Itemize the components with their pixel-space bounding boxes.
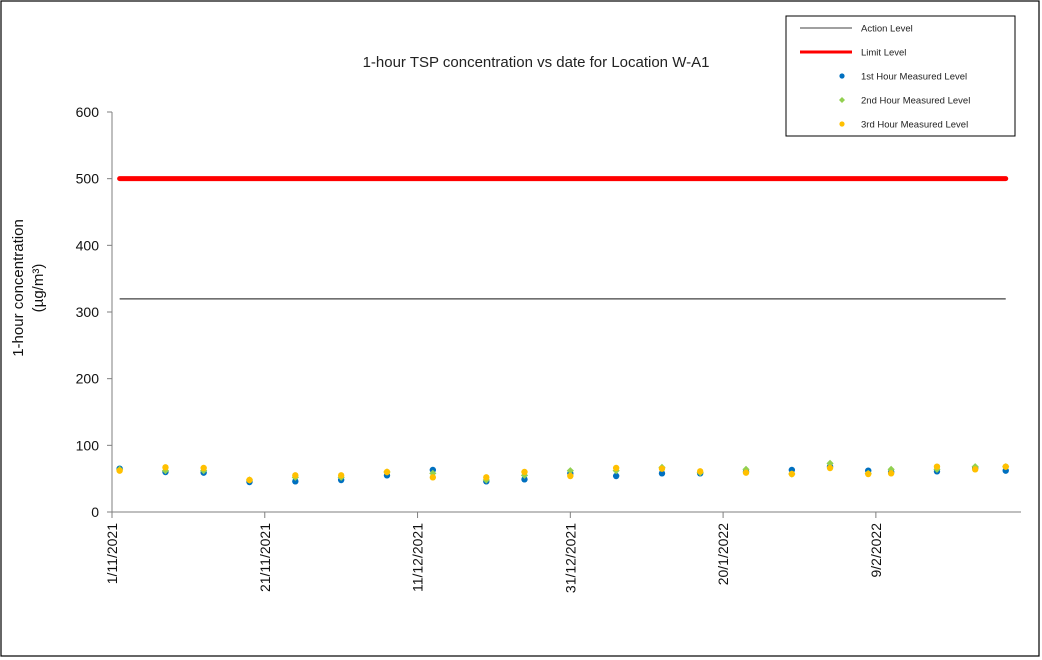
series-3rd-hour-point: [429, 474, 437, 481]
y-tick-label: 0: [91, 504, 99, 520]
series-3rd-hour-point: [612, 464, 620, 472]
y-axis-label-line1: 1-hour concentration: [10, 219, 27, 357]
series-3rd-hour-point: [337, 472, 345, 479]
x-tick-label: 9/2/2022: [868, 523, 884, 578]
legend-label-2nd-hour-measured-level: 2nd Hour Measured Level: [861, 96, 970, 107]
y-axis-label-line2: (µg/m³): [30, 264, 47, 313]
y-tick-label: 300: [76, 304, 100, 320]
series-3rd-hour-point: [826, 464, 834, 472]
series-3rd-hour-point: [1002, 463, 1009, 470]
series-3rd-hour-point: [116, 467, 123, 474]
series-1st-hour-point: [612, 472, 620, 480]
series-3rd-hour-point: [567, 472, 574, 480]
chart-title: 1-hour TSP concentration vs date for Loc…: [363, 54, 710, 71]
series-3rd-hour-point: [483, 474, 490, 481]
series-3rd-hour-point: [292, 472, 299, 479]
legend-label-3rd-hour-measured-level: 3rd Hour Measured Level: [861, 120, 968, 131]
y-tick-label: 400: [76, 237, 100, 253]
series-3rd-hour-point: [742, 469, 750, 476]
series-1st-hour-point: [292, 478, 299, 485]
series-2nd-hour-point: [566, 467, 574, 475]
series-3rd-hour-point: [865, 470, 872, 478]
y-tick-label: 500: [76, 171, 100, 187]
x-tick-label: 20/1/2022: [715, 523, 731, 585]
y-axis-label: 1-hour concentration (µg/m³): [10, 219, 47, 357]
series-2nd-hour-point: [520, 471, 529, 479]
series-3rd-hour-point: [971, 466, 979, 473]
legend-label-1st-hour-measured-level: 1st Hour Measured Level: [861, 72, 967, 83]
series-3rd-hour-point: [887, 470, 895, 477]
legend-label-limit-level: Limit Level: [861, 48, 906, 59]
legend-swatch-1st-hour-measured-level: [839, 73, 845, 79]
y-tick-label: 100: [76, 437, 100, 453]
plot-area: 0 100 200 300 400 500 600 1/11/2021 21/11/2021 11…: [76, 104, 1021, 593]
legend-label-action-level: Action Level: [861, 24, 913, 35]
series-2nd-hour-point: [826, 459, 834, 467]
series-3rd-hour-point: [658, 465, 666, 472]
legend-box: [785, 15, 1016, 137]
series-1st-hour-point: [521, 476, 528, 483]
series-3rd-hour-point: [696, 468, 704, 475]
legend-items: Action Level Limit Level 1st Hour Measured…: [800, 24, 970, 131]
series-1st-hour-point: [658, 470, 666, 477]
x-tick-label: 21/11/2021: [257, 523, 273, 592]
series-3rd-hour-point: [383, 468, 391, 476]
y-tick-label: 600: [76, 104, 100, 120]
x-tick-label: 1/11/2021: [104, 523, 120, 584]
legend: Action Level Limit Level 1st Hour Measured…: [785, 15, 1016, 137]
series-3rd-hour-point: [200, 464, 207, 472]
series-3rd-hour-point: [162, 464, 169, 471]
series-3rd-hour-point: [521, 468, 528, 476]
y-tick-label: 200: [76, 371, 100, 387]
series-3rd-hour-point: [246, 476, 253, 484]
x-tick-label: 11/12/2021: [410, 523, 426, 592]
x-tick-label: 31/12/2021: [562, 523, 578, 593]
series-3rd-hour-point: [788, 470, 796, 478]
legend-swatch-2nd-hour-measured-level: [839, 97, 845, 103]
legend-swatch-3rd-hour-measured-level: [839, 121, 845, 127]
series-3rd-hour-point: [933, 463, 941, 470]
